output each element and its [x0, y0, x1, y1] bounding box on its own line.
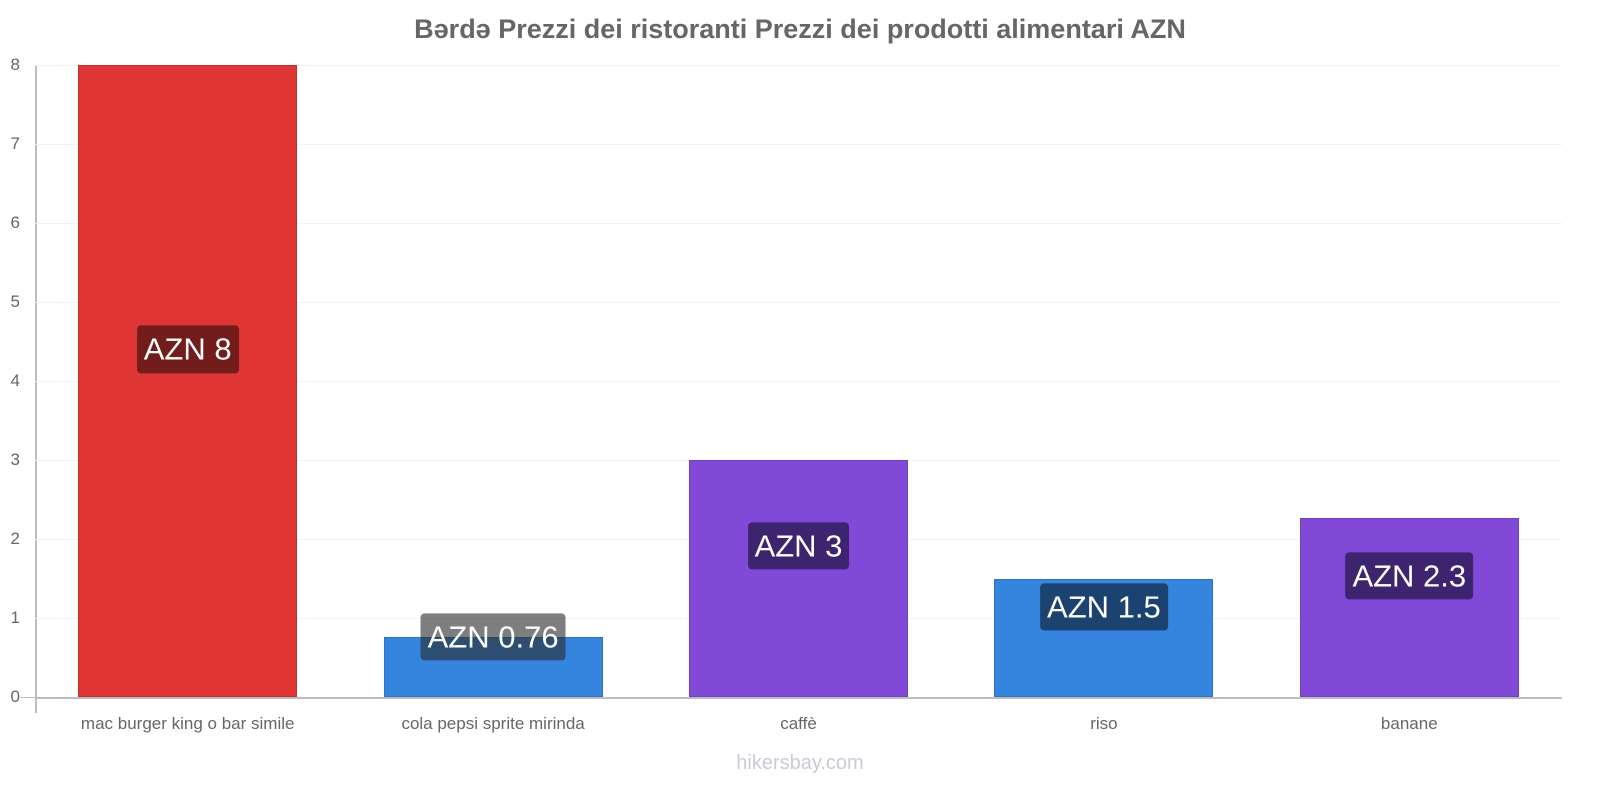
y-tick-label: 8	[10, 55, 20, 74]
chart-title: Bərdə Prezzi dei ristoranti Prezzi dei p…	[414, 14, 1186, 44]
y-axis	[35, 65, 37, 713]
gridline	[35, 381, 1562, 382]
bar[interactable]	[689, 460, 908, 697]
y-tick-label: 2	[10, 529, 20, 548]
x-tick-label: banane	[1380, 714, 1438, 733]
y-axis-zero-tick	[20, 697, 35, 698]
x-tick-label: cola pepsi sprite mirinda	[401, 714, 585, 733]
x-tick-label: caffè	[780, 714, 817, 733]
x-tick-label: mac burger king o bar simile	[80, 714, 295, 733]
bar-value-label: AZN 1.5	[1040, 582, 1168, 631]
gridline	[35, 223, 1562, 224]
x-tick-label: riso	[1090, 714, 1118, 733]
bar-value-label: AZN 0.76	[420, 613, 566, 661]
bar-value-label: AZN 2.3	[1345, 552, 1474, 600]
bar[interactable]	[1299, 517, 1519, 697]
y-tick-label: 4	[10, 371, 20, 390]
gridline	[35, 144, 1562, 145]
y-tick-label: 7	[10, 134, 20, 153]
y-tick-label: 5	[10, 292, 20, 311]
y-tick-label: 1	[10, 608, 20, 627]
y-tick-label: 3	[10, 450, 20, 469]
bar[interactable]	[78, 65, 298, 697]
y-tick-label: 0	[10, 687, 20, 706]
watermark: hikersbay.com	[736, 752, 864, 774]
y-tick-label: 6	[10, 213, 20, 232]
x-axis	[35, 697, 1562, 699]
bar-value-label: AZN 8	[136, 325, 239, 373]
gridline	[35, 65, 1562, 66]
bar-value-label: AZN 3	[747, 522, 850, 570]
gridline	[35, 302, 1562, 303]
